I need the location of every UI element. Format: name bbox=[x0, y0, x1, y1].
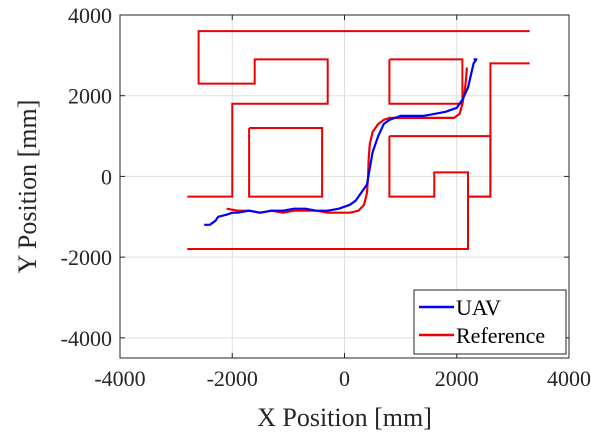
legend-label-reference: Reference bbox=[456, 323, 545, 348]
reference-map-walls bbox=[187, 30, 530, 250]
x-axis-label: X Position [mm] bbox=[257, 403, 432, 432]
x-tick-label: 2000 bbox=[435, 366, 479, 391]
x-tick-label: -2000 bbox=[207, 366, 258, 391]
map-wall bbox=[187, 30, 530, 198]
y-tick-label: 2000 bbox=[68, 84, 112, 109]
series-line-reference bbox=[226, 67, 468, 214]
legend-label-uav: UAV bbox=[456, 295, 501, 320]
x-tick-label: 0 bbox=[339, 366, 350, 391]
series-lines bbox=[204, 58, 478, 226]
map-wall bbox=[187, 62, 530, 250]
series-line-uav bbox=[204, 58, 478, 226]
y-tick-label: 4000 bbox=[68, 3, 112, 28]
legend-box bbox=[413, 289, 567, 355]
y-tick-label: 0 bbox=[101, 164, 112, 189]
map-wall bbox=[248, 127, 324, 198]
x-tick-label: -4000 bbox=[94, 366, 145, 391]
y-axis-label: Y Position [mm] bbox=[13, 100, 42, 274]
map-wall bbox=[388, 135, 492, 198]
y-tick-label: -2000 bbox=[61, 245, 112, 270]
map-wall bbox=[388, 58, 464, 105]
y-tick-label: -4000 bbox=[61, 326, 112, 351]
x-tick-label: 4000 bbox=[547, 366, 591, 391]
axis-ticks: -4000 -2000 0 2000 4000 -4000 -2000 0 2000 4000 bbox=[61, 3, 591, 391]
legend: UAV Reference bbox=[413, 289, 567, 355]
